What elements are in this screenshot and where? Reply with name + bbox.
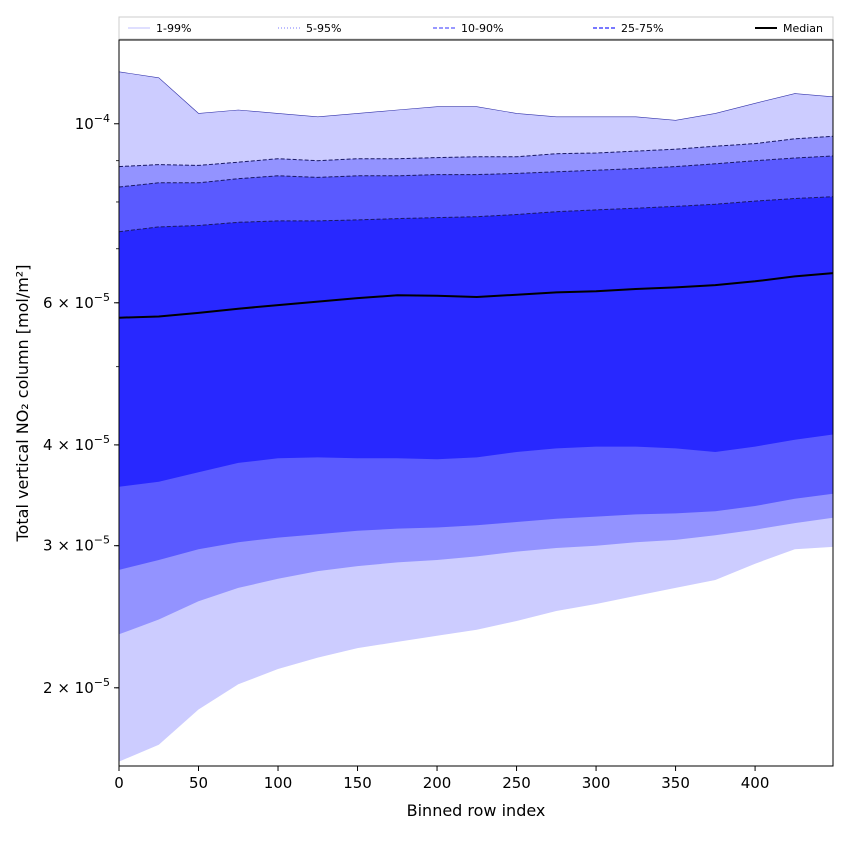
x-tick-label: 150 [343, 774, 372, 792]
band-25-75% [119, 196, 833, 487]
y-tick-label: 6 × 10−5 [43, 291, 110, 312]
x-tick-label: 300 [582, 774, 611, 792]
y-tick-label: 10−4 [75, 112, 110, 133]
legend-label: 5-95% [306, 22, 341, 35]
y-tick-label: 3 × 10−5 [43, 534, 110, 555]
plot-frame [118, 39, 834, 767]
legend-label: Median [783, 22, 823, 35]
legend-label: 10-90% [461, 22, 503, 35]
x-tick-label: 50 [189, 774, 208, 792]
band-edge-upper-1-99% [118, 71, 834, 121]
y-axis-label: Total vertical NO₂ column [mol/m²] [13, 265, 32, 543]
y-axis: 10−4 6 × 10−5 4 × 10−5 3 × 10−5 2 × 10−5 [43, 112, 119, 697]
band-edge-upper-10-90% [118, 155, 834, 188]
median-line [118, 272, 834, 319]
y-tick-label: 2 × 10−5 [43, 676, 110, 697]
y-tick-label: 4 × 10−5 [43, 433, 110, 454]
x-tick-label: 400 [741, 774, 770, 792]
legend-label: 1-99% [156, 22, 191, 35]
band-edge-upper-5-95% [118, 135, 834, 168]
percentile-bands [118, 71, 834, 762]
x-tick-label: 100 [264, 774, 293, 792]
band-edge-upper-25-75% [118, 196, 834, 233]
x-axis: 0 50 100 150 200 250 300 350 400 [114, 766, 769, 792]
x-tick-label: 350 [661, 774, 690, 792]
median-layer [118, 272, 834, 319]
x-tick-label: 200 [423, 774, 452, 792]
x-tick-label: 250 [502, 774, 531, 792]
legend: 1-99% 5-95% 10-90% 25-75% Median [118, 16, 834, 40]
legend-label: 25-75% [621, 22, 663, 35]
x-tick-label: 0 [114, 774, 124, 792]
x-axis-label: Binned row index [407, 801, 546, 820]
legend-box [118, 16, 834, 40]
